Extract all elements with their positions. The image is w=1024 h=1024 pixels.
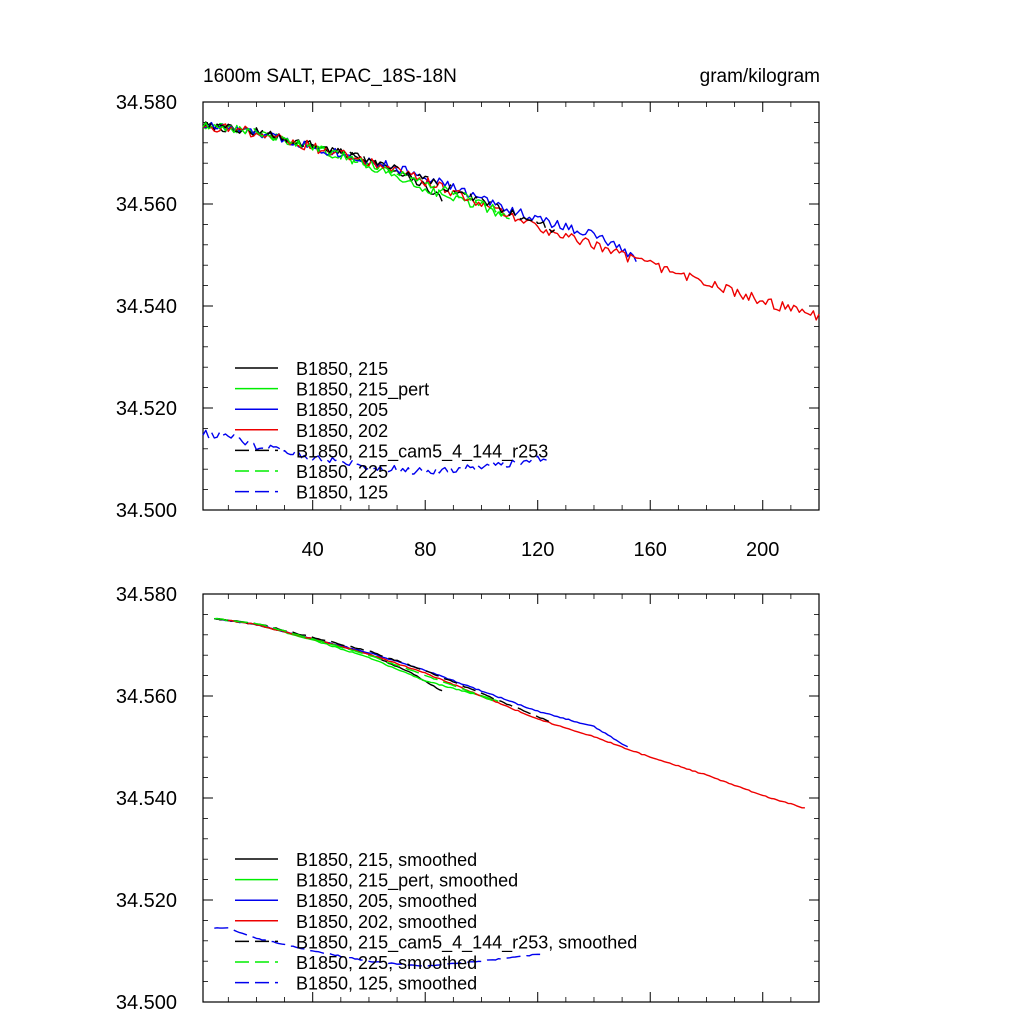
x-tick-label: 120 bbox=[521, 539, 554, 561]
legend-label: B1850, 225, smoothed bbox=[296, 953, 477, 973]
y-tick-label: 34.500 bbox=[116, 500, 177, 522]
legend-label: B1850, 215 bbox=[296, 359, 388, 379]
legend-label: B1850, 202 bbox=[296, 421, 388, 441]
series-line bbox=[202, 122, 556, 233]
x-tick-label: 160 bbox=[634, 539, 667, 561]
legend-label: B1850, 215_cam5_4_144_r253 bbox=[296, 441, 548, 462]
legend-label: B1850, 202, smoothed bbox=[296, 912, 477, 932]
series-line bbox=[202, 123, 820, 321]
x-tick-label: 40 bbox=[302, 539, 324, 561]
series-line bbox=[214, 618, 805, 809]
legend-label: B1850, 215_pert, smoothed bbox=[296, 871, 518, 892]
y-tick-label: 34.540 bbox=[116, 788, 177, 810]
y-tick-label: 34.580 bbox=[116, 92, 177, 114]
series-line bbox=[202, 121, 443, 202]
x-tick-label: 80 bbox=[414, 539, 436, 561]
legend-label: B1850, 205, smoothed bbox=[296, 891, 477, 911]
series-line bbox=[202, 429, 553, 475]
chart-units-label: gram/kilogram bbox=[700, 66, 820, 87]
legend-label: B1850, 215_cam5_4_144_r253, smoothed bbox=[296, 932, 637, 953]
x-tick-label: 200 bbox=[746, 539, 779, 561]
series-line bbox=[214, 618, 550, 723]
legend-label: B1850, 125, smoothed bbox=[296, 974, 477, 994]
chart-panel-bottom: 34.500 34.520 34.540 34.560 34.580 B1850, 215… bbox=[116, 584, 820, 1014]
y-tick-label: 34.520 bbox=[116, 398, 177, 420]
series-line bbox=[214, 618, 443, 692]
series-line bbox=[202, 121, 637, 262]
series-line bbox=[202, 122, 505, 216]
chart-panel-top: 1600m SALT, EPAC_18S-18N gram/kilogram 3… bbox=[116, 66, 820, 561]
legend-label: B1850, 215, smoothed bbox=[296, 850, 477, 870]
legend-label: B1850, 125 bbox=[296, 483, 388, 503]
y-tick-label: 34.560 bbox=[116, 194, 177, 216]
y-tick-label: 34.500 bbox=[116, 992, 177, 1014]
y-tick-label: 34.580 bbox=[116, 584, 177, 606]
series-line bbox=[202, 122, 510, 220]
legend-label: B1850, 205 bbox=[296, 400, 388, 420]
legend-label: B1850, 215_pert bbox=[296, 380, 429, 401]
series-line bbox=[214, 927, 544, 967]
y-tick-label: 34.540 bbox=[116, 296, 177, 318]
y-tick-label: 34.560 bbox=[116, 686, 177, 708]
chart-title-left: 1600m SALT, EPAC_18S-18N bbox=[203, 66, 457, 87]
legend-label: B1850, 225 bbox=[296, 462, 388, 482]
y-tick-label: 34.520 bbox=[116, 890, 177, 912]
series-line bbox=[214, 618, 493, 702]
series-line bbox=[214, 617, 499, 702]
